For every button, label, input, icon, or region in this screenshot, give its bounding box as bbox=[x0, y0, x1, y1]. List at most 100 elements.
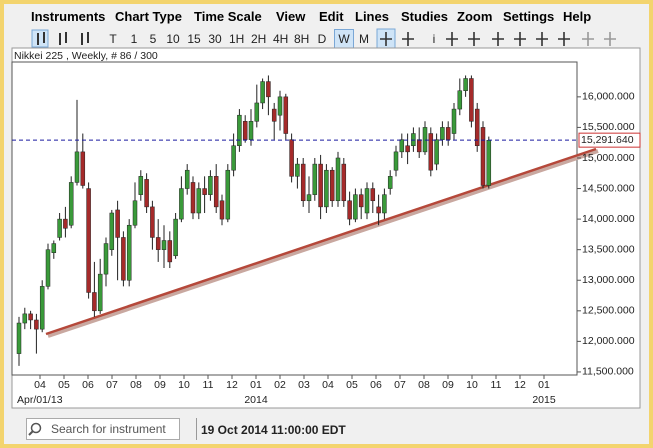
candle-body bbox=[92, 292, 97, 312]
last-price-label: 15,291.640 bbox=[581, 134, 634, 146]
candle-body bbox=[74, 151, 80, 183]
period-button[interactable]: D bbox=[317, 32, 327, 46]
period-button[interactable]: 5 bbox=[149, 32, 157, 46]
candle-body bbox=[306, 194, 312, 202]
candle-body bbox=[184, 169, 190, 189]
period-button[interactable]: 30 bbox=[208, 32, 222, 46]
y-tick-label: 12,500.000 bbox=[582, 305, 635, 317]
candle-body bbox=[68, 182, 74, 226]
candle-body bbox=[428, 133, 434, 171]
period-button[interactable]: 8H bbox=[294, 32, 310, 46]
period-button[interactable]: 1H bbox=[229, 32, 245, 46]
menu-item[interactable]: View bbox=[276, 9, 306, 24]
menu-item[interactable]: Time Scale bbox=[194, 9, 262, 24]
candle-body bbox=[138, 176, 144, 195]
x-tick-label: 01 bbox=[250, 379, 262, 391]
candle-body bbox=[271, 108, 277, 122]
candle-body bbox=[318, 163, 323, 208]
menu-item[interactable]: Instruments bbox=[31, 9, 106, 24]
period-button[interactable]: 1 bbox=[130, 32, 138, 46]
candle-body bbox=[155, 237, 161, 250]
tool-icon bbox=[582, 32, 594, 46]
menu-item[interactable]: Chart Type bbox=[115, 9, 182, 24]
menu-item[interactable]: Zoom bbox=[457, 9, 493, 24]
candle-body bbox=[370, 188, 376, 202]
candle-body bbox=[405, 145, 410, 153]
x-tick-label: 11 bbox=[491, 379, 502, 391]
period-button[interactable]: T bbox=[109, 32, 117, 46]
candle-body bbox=[208, 176, 213, 195]
menu-item[interactable]: Studies bbox=[401, 9, 448, 24]
candle-body bbox=[86, 188, 91, 293]
candle-body bbox=[34, 319, 39, 330]
candle-body bbox=[387, 176, 393, 189]
candle-body bbox=[179, 188, 184, 220]
x-tick-label: 07 bbox=[394, 379, 406, 391]
candle-body bbox=[445, 127, 451, 140]
menu-item[interactable]: Edit bbox=[319, 9, 344, 24]
x-tick-label: 07 bbox=[106, 379, 118, 391]
candle-body bbox=[416, 139, 422, 153]
menu-item[interactable]: Help bbox=[563, 9, 592, 24]
y-tick-label: 15,500.000 bbox=[582, 121, 635, 133]
period-button[interactable]: 10 bbox=[166, 32, 180, 46]
period-button[interactable]: W bbox=[334, 29, 354, 49]
candle-body bbox=[480, 127, 486, 186]
info-button[interactable]: i bbox=[432, 32, 436, 46]
menu-bar: Instruments Chart Type Time Scale View Edit L… bbox=[4, 4, 649, 28]
tool-icon bbox=[514, 32, 526, 46]
chart-title: Nikkei 225 , Weekly, # 86 / 300 bbox=[14, 50, 158, 62]
x-major-label: Apr/01/13 bbox=[17, 394, 63, 406]
candle-body bbox=[399, 139, 405, 153]
last-price-box bbox=[578, 132, 641, 148]
x-tick-label: 08 bbox=[418, 379, 430, 391]
candle-body bbox=[39, 286, 45, 330]
x-tick-label: 03 bbox=[298, 379, 310, 391]
period-button[interactable]: M bbox=[359, 32, 369, 46]
period-button[interactable]: 2H bbox=[251, 32, 267, 46]
candle-body bbox=[190, 182, 196, 214]
x-tick-label: 12 bbox=[226, 379, 238, 391]
candle-body bbox=[144, 179, 149, 208]
candle-body bbox=[411, 133, 416, 147]
search-box[interactable]: Search for instrument bbox=[26, 418, 180, 440]
candle-body bbox=[393, 151, 399, 171]
candle-body bbox=[347, 200, 352, 220]
x-major-label: 2015 bbox=[532, 394, 556, 406]
candle-body bbox=[121, 237, 126, 281]
menu-item[interactable]: Lines bbox=[355, 9, 389, 24]
period-button[interactable]: 15 bbox=[187, 32, 201, 46]
y-tick-label: 14,000.000 bbox=[582, 213, 635, 225]
y-tick-label: 12,000.000 bbox=[582, 335, 635, 347]
tool-icon bbox=[446, 32, 458, 46]
trend-line-shadow bbox=[47, 149, 599, 338]
x-tick-label: 11 bbox=[203, 379, 214, 391]
tool-icon bbox=[468, 32, 480, 46]
candle-body bbox=[312, 163, 318, 195]
x-tick-label: 06 bbox=[82, 379, 94, 391]
candle-body bbox=[237, 114, 242, 147]
candle-body bbox=[225, 169, 231, 220]
trend-line[interactable] bbox=[45, 147, 597, 336]
period-button[interactable]: 4H bbox=[273, 32, 289, 46]
candle-body bbox=[132, 200, 138, 226]
tool-icon bbox=[402, 32, 414, 46]
candle-body bbox=[341, 163, 347, 202]
x-tick-label: 12 bbox=[514, 379, 526, 391]
search-icon bbox=[28, 422, 42, 436]
tool-icon bbox=[380, 32, 392, 46]
candle-body bbox=[63, 218, 68, 229]
candle-body bbox=[97, 273, 103, 312]
menu-item[interactable]: Settings bbox=[503, 9, 555, 24]
tool-icon bbox=[558, 32, 570, 46]
candle-body bbox=[364, 188, 370, 214]
candle-body bbox=[161, 240, 167, 250]
x-tick-label: 10 bbox=[178, 379, 190, 391]
candle-body bbox=[295, 163, 300, 177]
candle-body bbox=[474, 108, 480, 147]
candle-body bbox=[353, 194, 358, 220]
candle-body bbox=[300, 163, 306, 202]
candle-body bbox=[248, 121, 254, 140]
